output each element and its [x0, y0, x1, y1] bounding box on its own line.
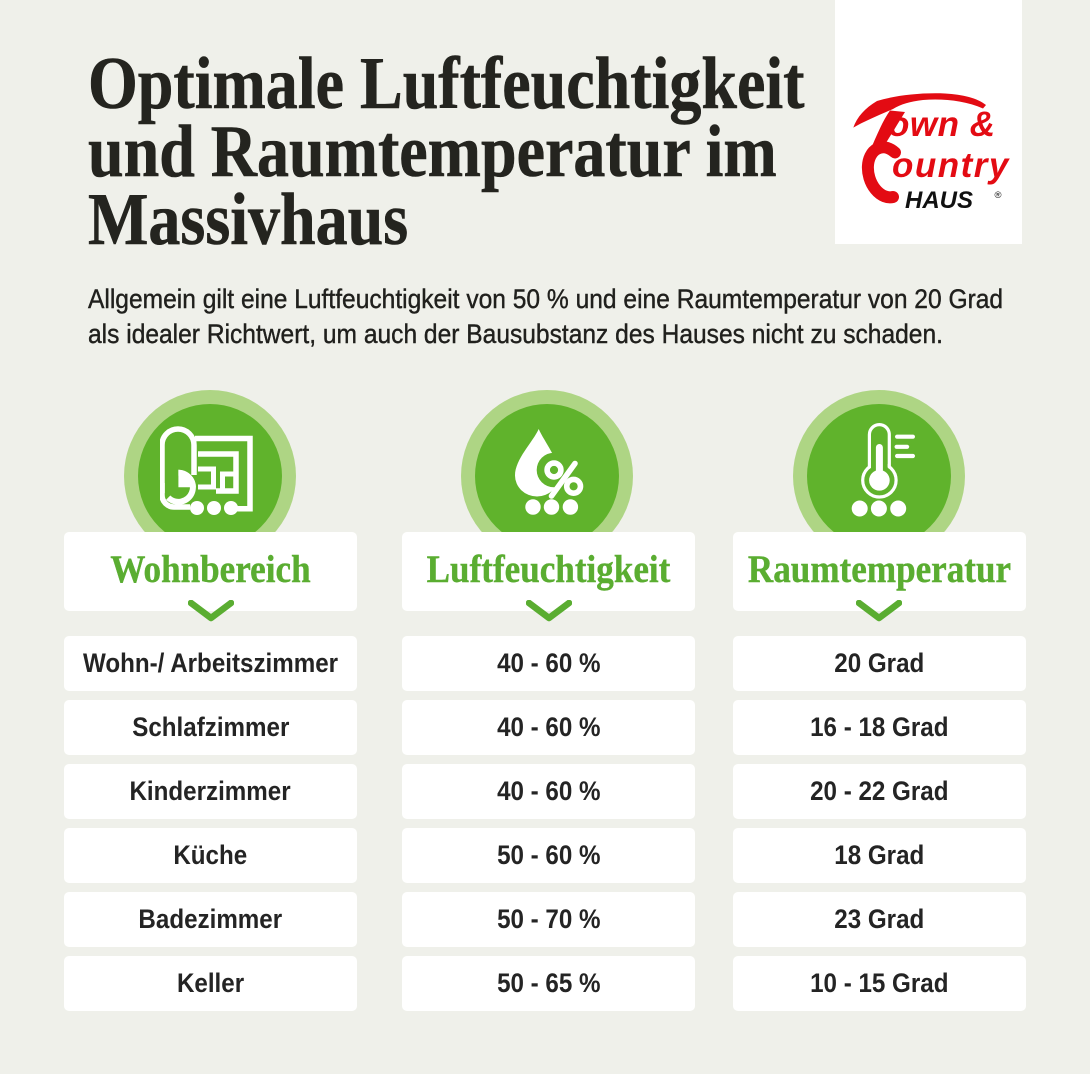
- svg-text:®: ®: [995, 190, 1002, 201]
- svg-text:HAUS: HAUS: [905, 187, 973, 214]
- svg-text:own &: own &: [888, 105, 995, 144]
- svg-text:ountry: ountry: [892, 146, 1010, 185]
